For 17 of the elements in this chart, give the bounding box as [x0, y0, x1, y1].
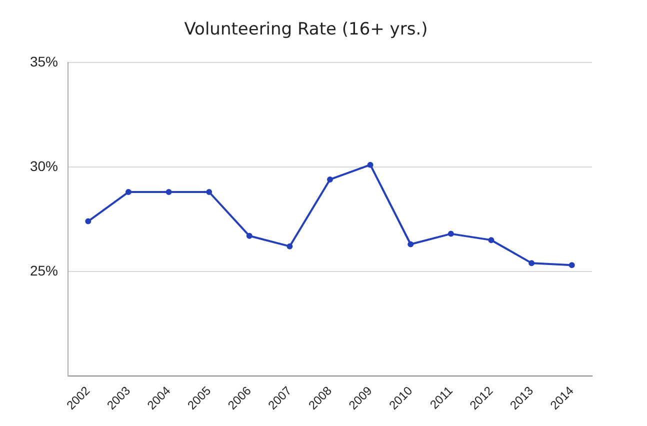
point [166, 188, 172, 195]
point [286, 243, 293, 250]
point [568, 262, 575, 268]
chart-title: Volunteering Rate (16+ yrs.) [184, 20, 428, 40]
point [246, 232, 252, 239]
point [528, 260, 535, 266]
point [327, 176, 334, 182]
y-tick-label: 35% [30, 53, 58, 70]
point [367, 162, 374, 168]
point [488, 237, 494, 244]
point [125, 188, 132, 195]
y-tick-label: 25% [30, 262, 58, 278]
point [85, 218, 92, 224]
point [408, 241, 414, 248]
y-tick-label: 30% [30, 158, 58, 174]
point [206, 188, 212, 195]
point [448, 230, 454, 237]
